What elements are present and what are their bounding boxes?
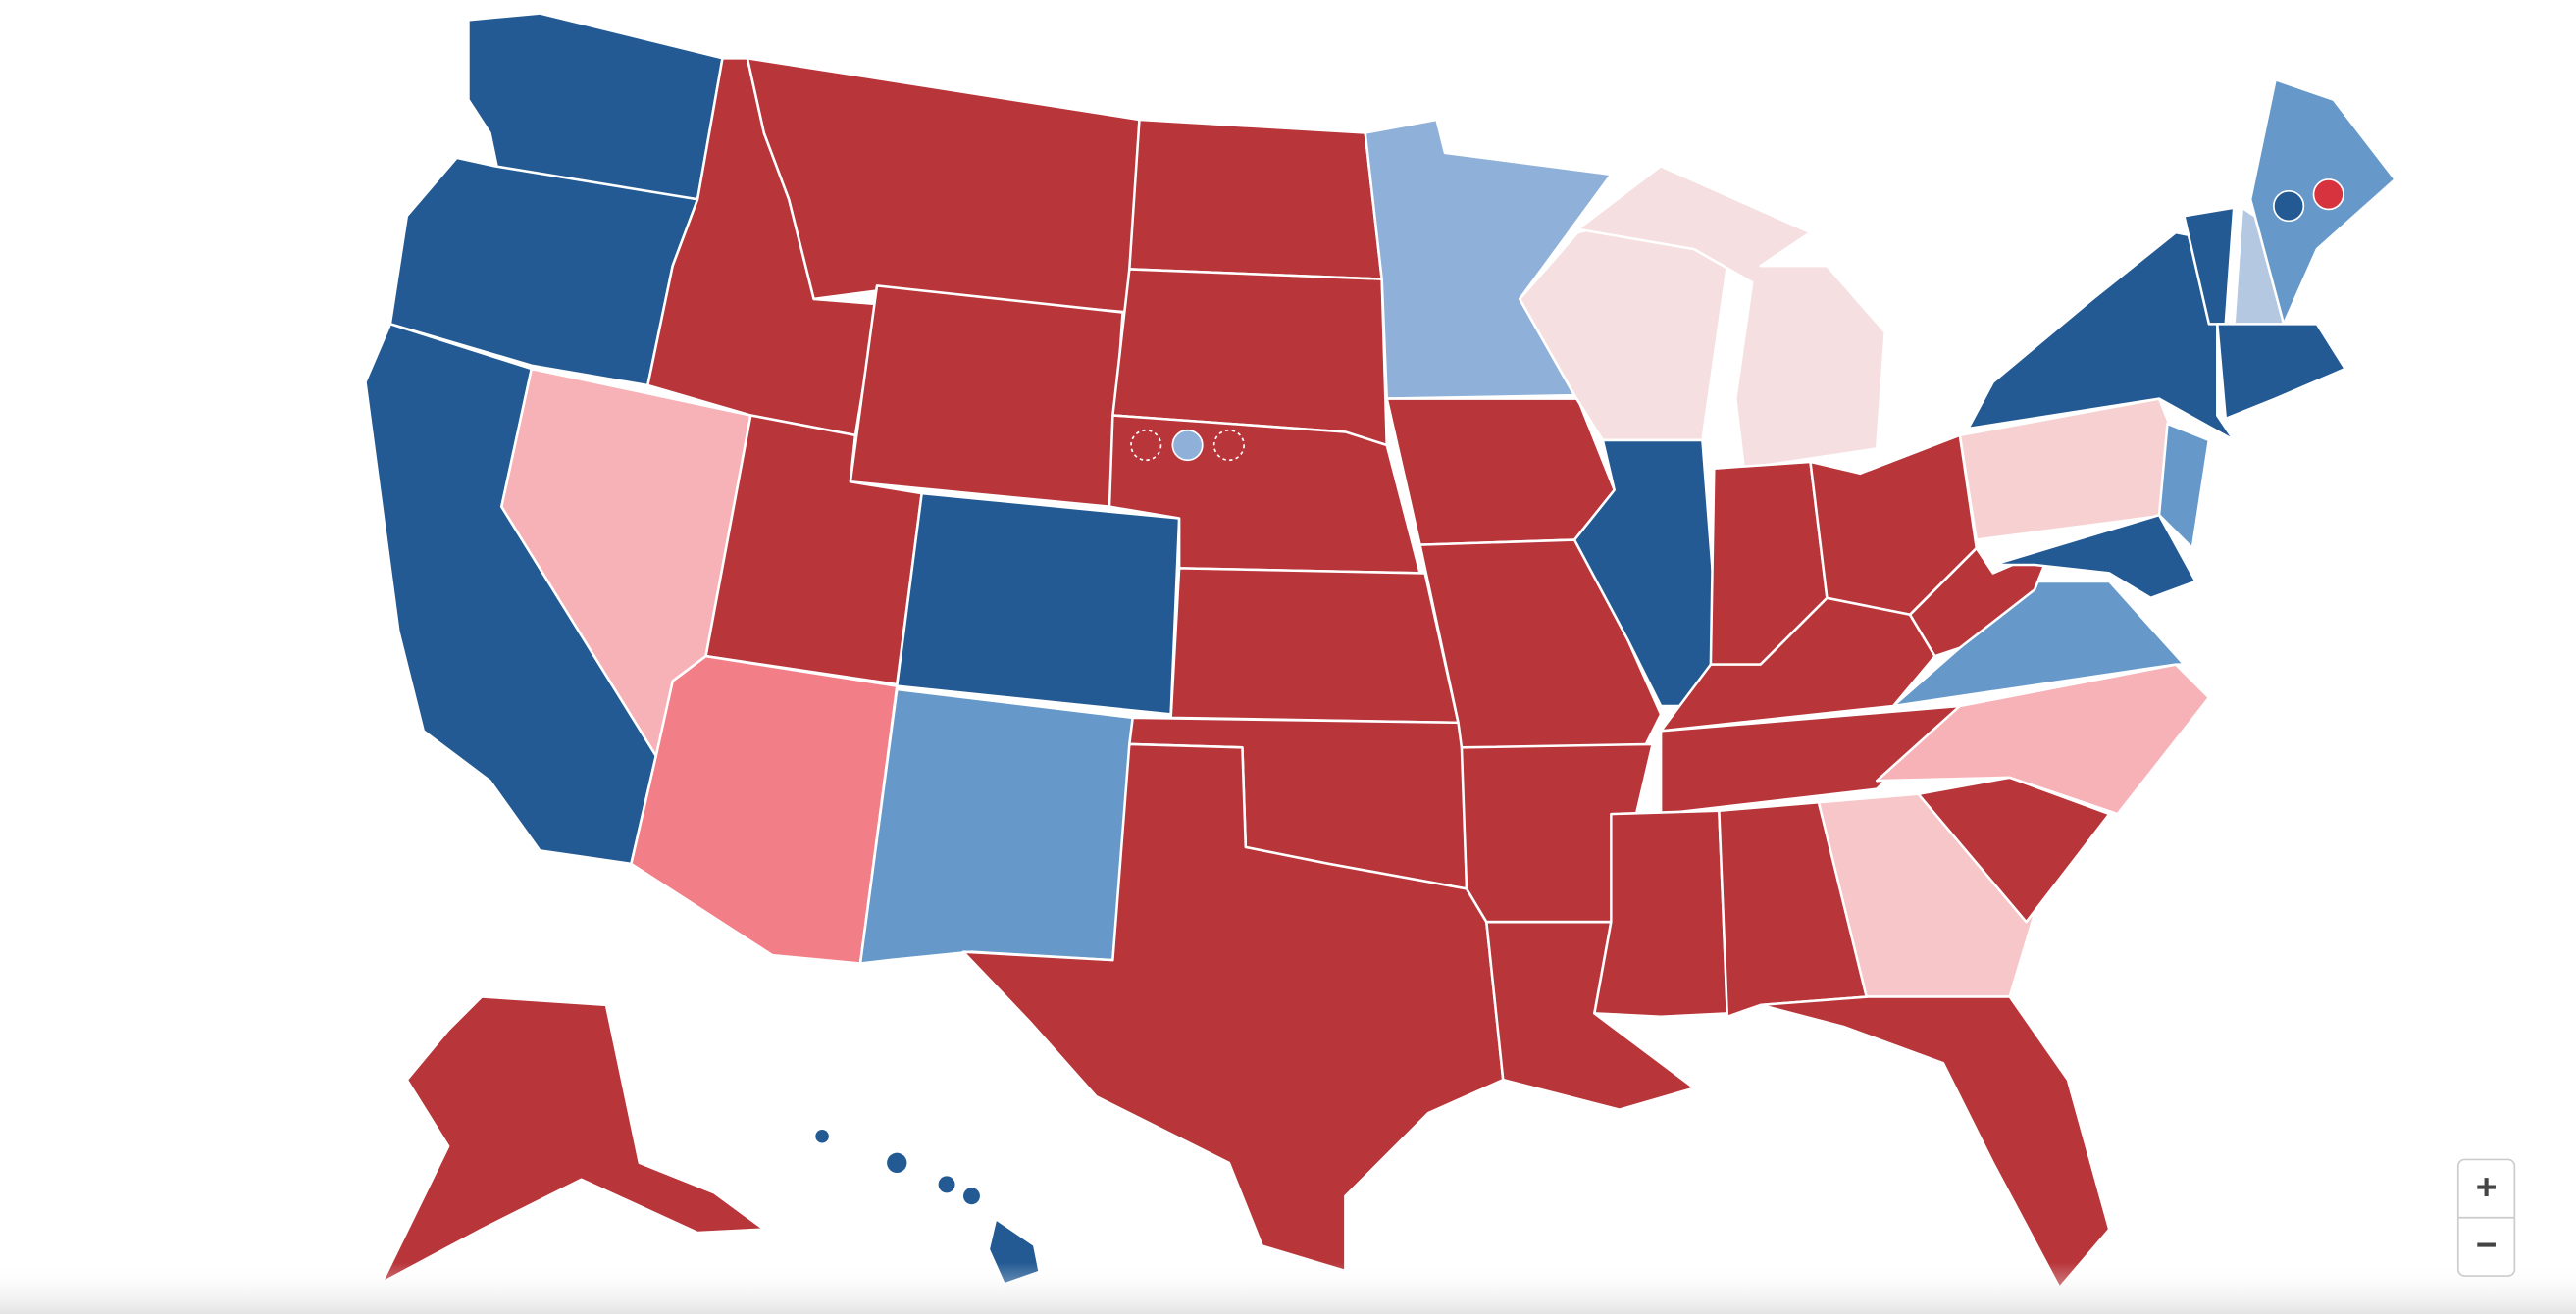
state-az [630, 654, 899, 965]
state-ga [1817, 792, 2036, 1007]
zoom-controls: + − [2456, 1158, 2516, 1277]
state-sc [1917, 776, 2111, 924]
state-fl [1759, 995, 2111, 1289]
district-dot [2273, 189, 2305, 223]
states [364, 12, 2396, 1289]
district-dot [1130, 429, 1162, 462]
state-ks [1169, 567, 1460, 725]
state-ny [1967, 230, 2236, 442]
state-tx [961, 742, 1505, 1273]
island [938, 1176, 955, 1193]
island [887, 1152, 907, 1174]
district-markers [1130, 178, 2344, 462]
island [962, 1188, 980, 1205]
bottom-shade [0, 1262, 2576, 1314]
state-nc [1875, 663, 2211, 816]
state-ma-ct-ri [2216, 323, 2346, 421]
state-mi [1576, 165, 1886, 470]
state-il [1572, 438, 1721, 708]
island [815, 1129, 829, 1143]
state-nm [858, 687, 1134, 965]
state-hi [815, 1129, 1039, 1283]
district-dot [1171, 429, 1204, 462]
state-ak [381, 995, 766, 1285]
state-wy [849, 284, 1124, 508]
state-nd [1128, 118, 1383, 280]
zoom-out-button[interactable]: − [2476, 1224, 2498, 1265]
state-co [896, 491, 1181, 716]
state-ia [1385, 397, 1616, 546]
state-ms [1593, 809, 1729, 1019]
district-dot [2312, 178, 2344, 211]
state-nj [2157, 422, 2211, 550]
state-wv [1908, 546, 2053, 658]
zoom-in-button[interactable]: + [2476, 1166, 2498, 1207]
state-tn [1659, 704, 1962, 816]
district-dot [1212, 429, 1245, 462]
state-md-de [1991, 513, 2197, 600]
